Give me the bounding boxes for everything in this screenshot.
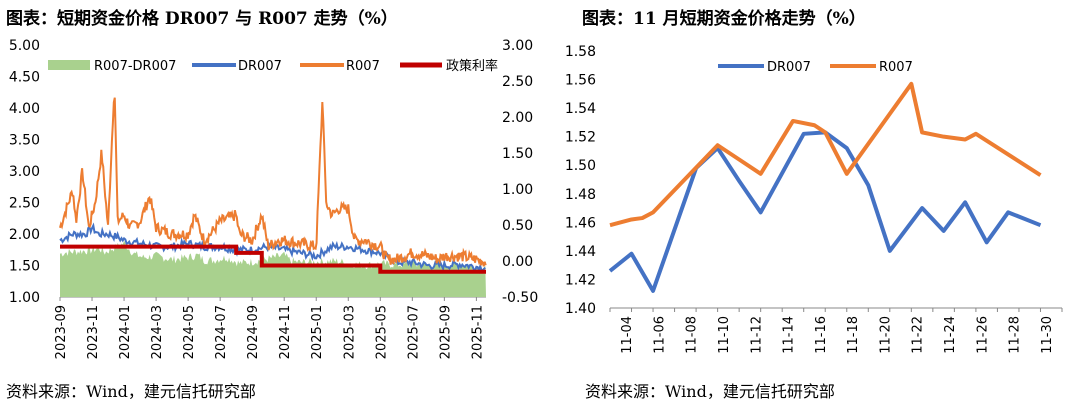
right-x-tick-label: 11-30	[1040, 316, 1055, 354]
left-x-tick-label: 2023-09	[54, 305, 69, 359]
legend-label: R007	[879, 60, 913, 75]
right-y-tick-label: -0.50	[502, 290, 538, 306]
left-x-tick-label: 2024-05	[182, 305, 197, 359]
right-y-tick-label: 1.58	[565, 44, 596, 60]
left-x-tick-label: 2025-09	[438, 305, 453, 359]
legend-label: R007	[346, 59, 380, 74]
right-y-tick-label: 1.00	[502, 182, 533, 198]
right-y-tick-label: 1.54	[565, 101, 596, 117]
right-x-tick-label: 11-14	[782, 316, 797, 354]
legend-label: DR007	[238, 59, 282, 74]
right-y-tick-label: 0.00	[502, 254, 533, 270]
r007-line	[59, 97, 487, 267]
legend-label: 政策利率	[446, 58, 498, 74]
policy-rate-line	[60, 244, 486, 274]
right-x-tick-label: 11-22	[911, 316, 926, 354]
left-x-tick-label: 2024-11	[278, 305, 293, 359]
right-y-tick-label: 2.50	[502, 74, 533, 90]
right-y-tick-label: 1.48	[565, 187, 596, 203]
right-x-tick-label: 11-06	[652, 316, 667, 354]
left-x-tick-label: 2025-07	[406, 305, 421, 359]
right-y-tick-label: 1.44	[565, 244, 596, 260]
left-x-tick-label: 2024-03	[150, 305, 165, 359]
right-y-tick-label: 3.00	[502, 38, 533, 54]
right-x-tick-label: 11-24	[943, 316, 958, 354]
right-x-tick-label: 11-04	[620, 316, 635, 354]
left-y-tick-label: 2.00	[9, 227, 40, 243]
left-x-tick-label: 2025-11	[470, 305, 485, 359]
right-x-tick-label: 11-26	[975, 316, 990, 354]
legend-label: R007-DR007	[94, 59, 176, 74]
right-y-tick-label: 1.42	[565, 272, 596, 288]
right-chart: 1.40 1.42 1.44 1.46 1.48 1.50 1.52 1.54 1.56 1.58…	[565, 44, 1063, 354]
right-y-tick-label: 1.40	[565, 301, 596, 317]
right-x-tick-label: 11-08	[685, 316, 700, 354]
right-x-tick-label: 11-28	[1008, 316, 1023, 354]
right-y-tick-label: 0.50	[502, 218, 533, 234]
left-chart: 1.00 1.50 2.00 2.50 3.00 3.50 4.00 4.50 5.00 -0.5…	[9, 38, 538, 359]
left-y-tick-label: 1.00	[9, 290, 40, 306]
right-x-tick-label: 11-16	[814, 316, 829, 354]
left-y-tick-label: 3.00	[9, 164, 40, 180]
left-y-tick-label: 5.00	[9, 38, 40, 54]
left-x-tick-label: 2025-05	[374, 305, 389, 359]
right-y-tick-label: 1.46	[565, 215, 596, 231]
left-x-tick-label: 2025-03	[342, 305, 357, 359]
left-y-tick-label: 2.50	[9, 196, 40, 212]
left-x-tick-label: 2025-01	[310, 305, 325, 359]
right-y-tick-label: 1.56	[565, 73, 596, 89]
right-y-tick-label: 1.50	[502, 146, 533, 162]
right-y-tick-label: 1.50	[565, 158, 596, 174]
legend-swatch	[48, 60, 90, 70]
right-y-tick-label: 1.52	[565, 130, 596, 146]
right-chart-title: 图表：11 月短期资金价格走势（%）	[582, 9, 866, 29]
dr007-nov-line	[608, 130, 1042, 293]
left-y-tick-label: 4.50	[9, 70, 40, 86]
left-x-tick-label: 2024-09	[246, 305, 261, 359]
right-x-tick-label: 11-12	[749, 316, 764, 354]
right-source-note: 资料来源：Wind，建元信托研究部	[585, 382, 835, 401]
right-y-tick-label: 2.00	[502, 110, 533, 126]
spread-area	[60, 240, 486, 297]
left-y-tick-label: 3.50	[9, 133, 40, 149]
left-y-tick-label: 4.00	[9, 101, 40, 117]
left-x-tick-label: 2024-01	[118, 305, 133, 359]
r007-nov-line	[609, 81, 1042, 228]
right-x-tick-label: 11-20	[878, 316, 893, 354]
left-x-tick-label: 2023-11	[86, 305, 101, 359]
left-x-tick-label: 2024-07	[214, 305, 229, 359]
left-source-note: 资料来源：Wind，建元信托研究部	[6, 382, 256, 401]
left-chart-title: 图表：短期资金价格 DR007 与 R007 走势（%）	[6, 9, 398, 29]
legend-label: DR007	[767, 60, 811, 75]
right-x-tick-label: 11-10	[717, 316, 732, 354]
left-y-tick-label: 1.50	[9, 259, 40, 275]
right-x-tick-label: 11-18	[846, 316, 861, 354]
